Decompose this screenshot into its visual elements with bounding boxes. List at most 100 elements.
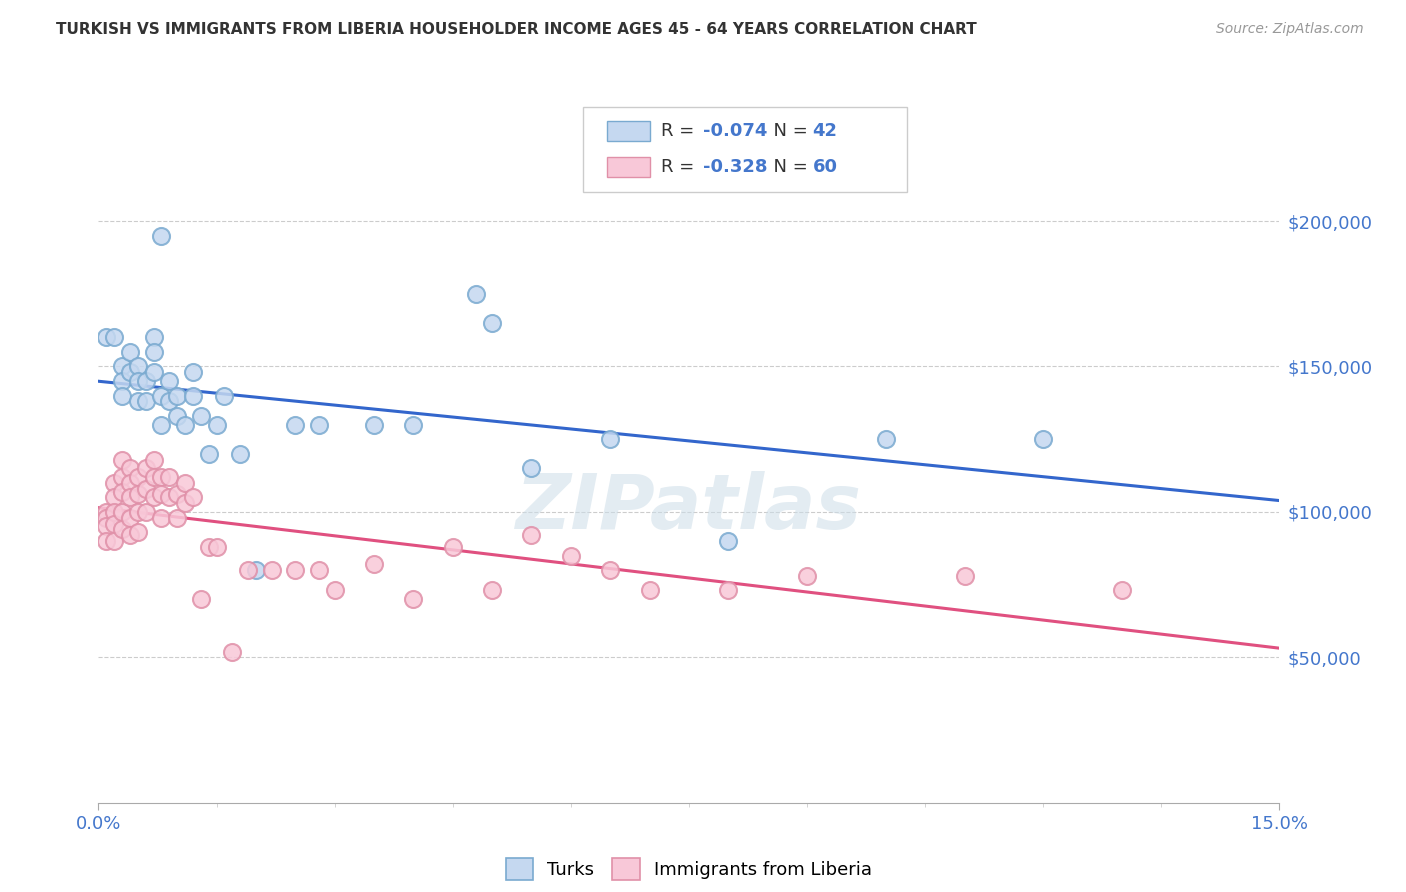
Point	[142, 491, 165, 505]
Point	[150, 487, 173, 501]
Point	[166, 510, 188, 524]
Point	[111, 388, 134, 402]
Point	[142, 345, 165, 359]
Text: Source: ZipAtlas.com: Source: ZipAtlas.com	[1216, 22, 1364, 37]
Point	[111, 452, 134, 467]
Text: N =: N =	[762, 158, 814, 176]
Point	[96, 510, 118, 524]
Point	[111, 484, 134, 499]
Point	[142, 365, 165, 379]
Point	[118, 345, 141, 359]
Point	[111, 522, 134, 536]
Point	[150, 417, 173, 432]
Point	[190, 409, 212, 423]
Point	[599, 432, 621, 446]
Point	[103, 534, 125, 549]
Point	[157, 394, 180, 409]
Point	[118, 365, 141, 379]
Point	[363, 558, 385, 572]
Point	[166, 487, 188, 501]
Point	[214, 388, 236, 402]
Point	[103, 330, 125, 344]
Text: 60: 60	[813, 158, 838, 176]
Point	[402, 417, 425, 432]
Point	[181, 388, 204, 402]
Point	[103, 475, 125, 490]
Point	[284, 417, 307, 432]
Point	[481, 316, 503, 330]
Point	[323, 583, 346, 598]
Point	[150, 510, 173, 524]
Point	[520, 528, 543, 542]
Point	[135, 394, 157, 409]
Point	[284, 563, 307, 577]
Point	[127, 505, 149, 519]
Point	[221, 644, 243, 658]
Point	[181, 491, 204, 505]
Point	[875, 432, 897, 446]
Point	[174, 496, 197, 510]
Point	[118, 475, 141, 490]
Point	[127, 470, 149, 484]
Point	[308, 563, 330, 577]
Point	[717, 583, 740, 598]
Point	[127, 487, 149, 501]
Point	[157, 491, 180, 505]
Text: ZIPatlas: ZIPatlas	[516, 472, 862, 545]
Point	[96, 505, 118, 519]
Point	[308, 417, 330, 432]
Point	[1111, 583, 1133, 598]
Point	[717, 534, 740, 549]
Point	[111, 470, 134, 484]
Point	[599, 563, 621, 577]
Text: R =: R =	[661, 158, 700, 176]
Point	[127, 359, 149, 374]
Point	[118, 510, 141, 524]
Point	[174, 475, 197, 490]
Point	[142, 330, 165, 344]
Point	[197, 447, 219, 461]
Point	[166, 388, 188, 402]
Point	[402, 592, 425, 607]
Point	[150, 228, 173, 243]
Point	[229, 447, 252, 461]
Point	[953, 569, 976, 583]
Point	[166, 409, 188, 423]
Point	[150, 388, 173, 402]
Point	[96, 519, 118, 533]
Point	[96, 534, 118, 549]
Point	[363, 417, 385, 432]
Point	[465, 286, 488, 301]
Point	[127, 525, 149, 540]
Point	[135, 461, 157, 475]
Point	[260, 563, 283, 577]
Point	[118, 491, 141, 505]
Point	[157, 374, 180, 388]
Point	[150, 470, 173, 484]
Legend: Turks, Immigrants from Liberia: Turks, Immigrants from Liberia	[499, 851, 879, 888]
Text: TURKISH VS IMMIGRANTS FROM LIBERIA HOUSEHOLDER INCOME AGES 45 - 64 YEARS CORRELA: TURKISH VS IMMIGRANTS FROM LIBERIA HOUSE…	[56, 22, 977, 37]
Point	[205, 417, 228, 432]
Point	[174, 417, 197, 432]
Point	[190, 592, 212, 607]
Point	[441, 540, 464, 554]
Point	[560, 549, 582, 563]
Point	[127, 394, 149, 409]
Point	[236, 563, 259, 577]
Text: -0.328: -0.328	[703, 158, 768, 176]
Text: N =: N =	[762, 122, 814, 140]
Point	[197, 540, 219, 554]
Point	[103, 516, 125, 531]
Point	[118, 461, 141, 475]
Point	[142, 470, 165, 484]
Point	[520, 461, 543, 475]
Point	[111, 359, 134, 374]
Point	[245, 563, 267, 577]
Text: 42: 42	[813, 122, 838, 140]
Point	[205, 540, 228, 554]
Point	[796, 569, 818, 583]
Point	[1032, 432, 1054, 446]
Point	[96, 330, 118, 344]
Point	[157, 470, 180, 484]
Point	[135, 374, 157, 388]
